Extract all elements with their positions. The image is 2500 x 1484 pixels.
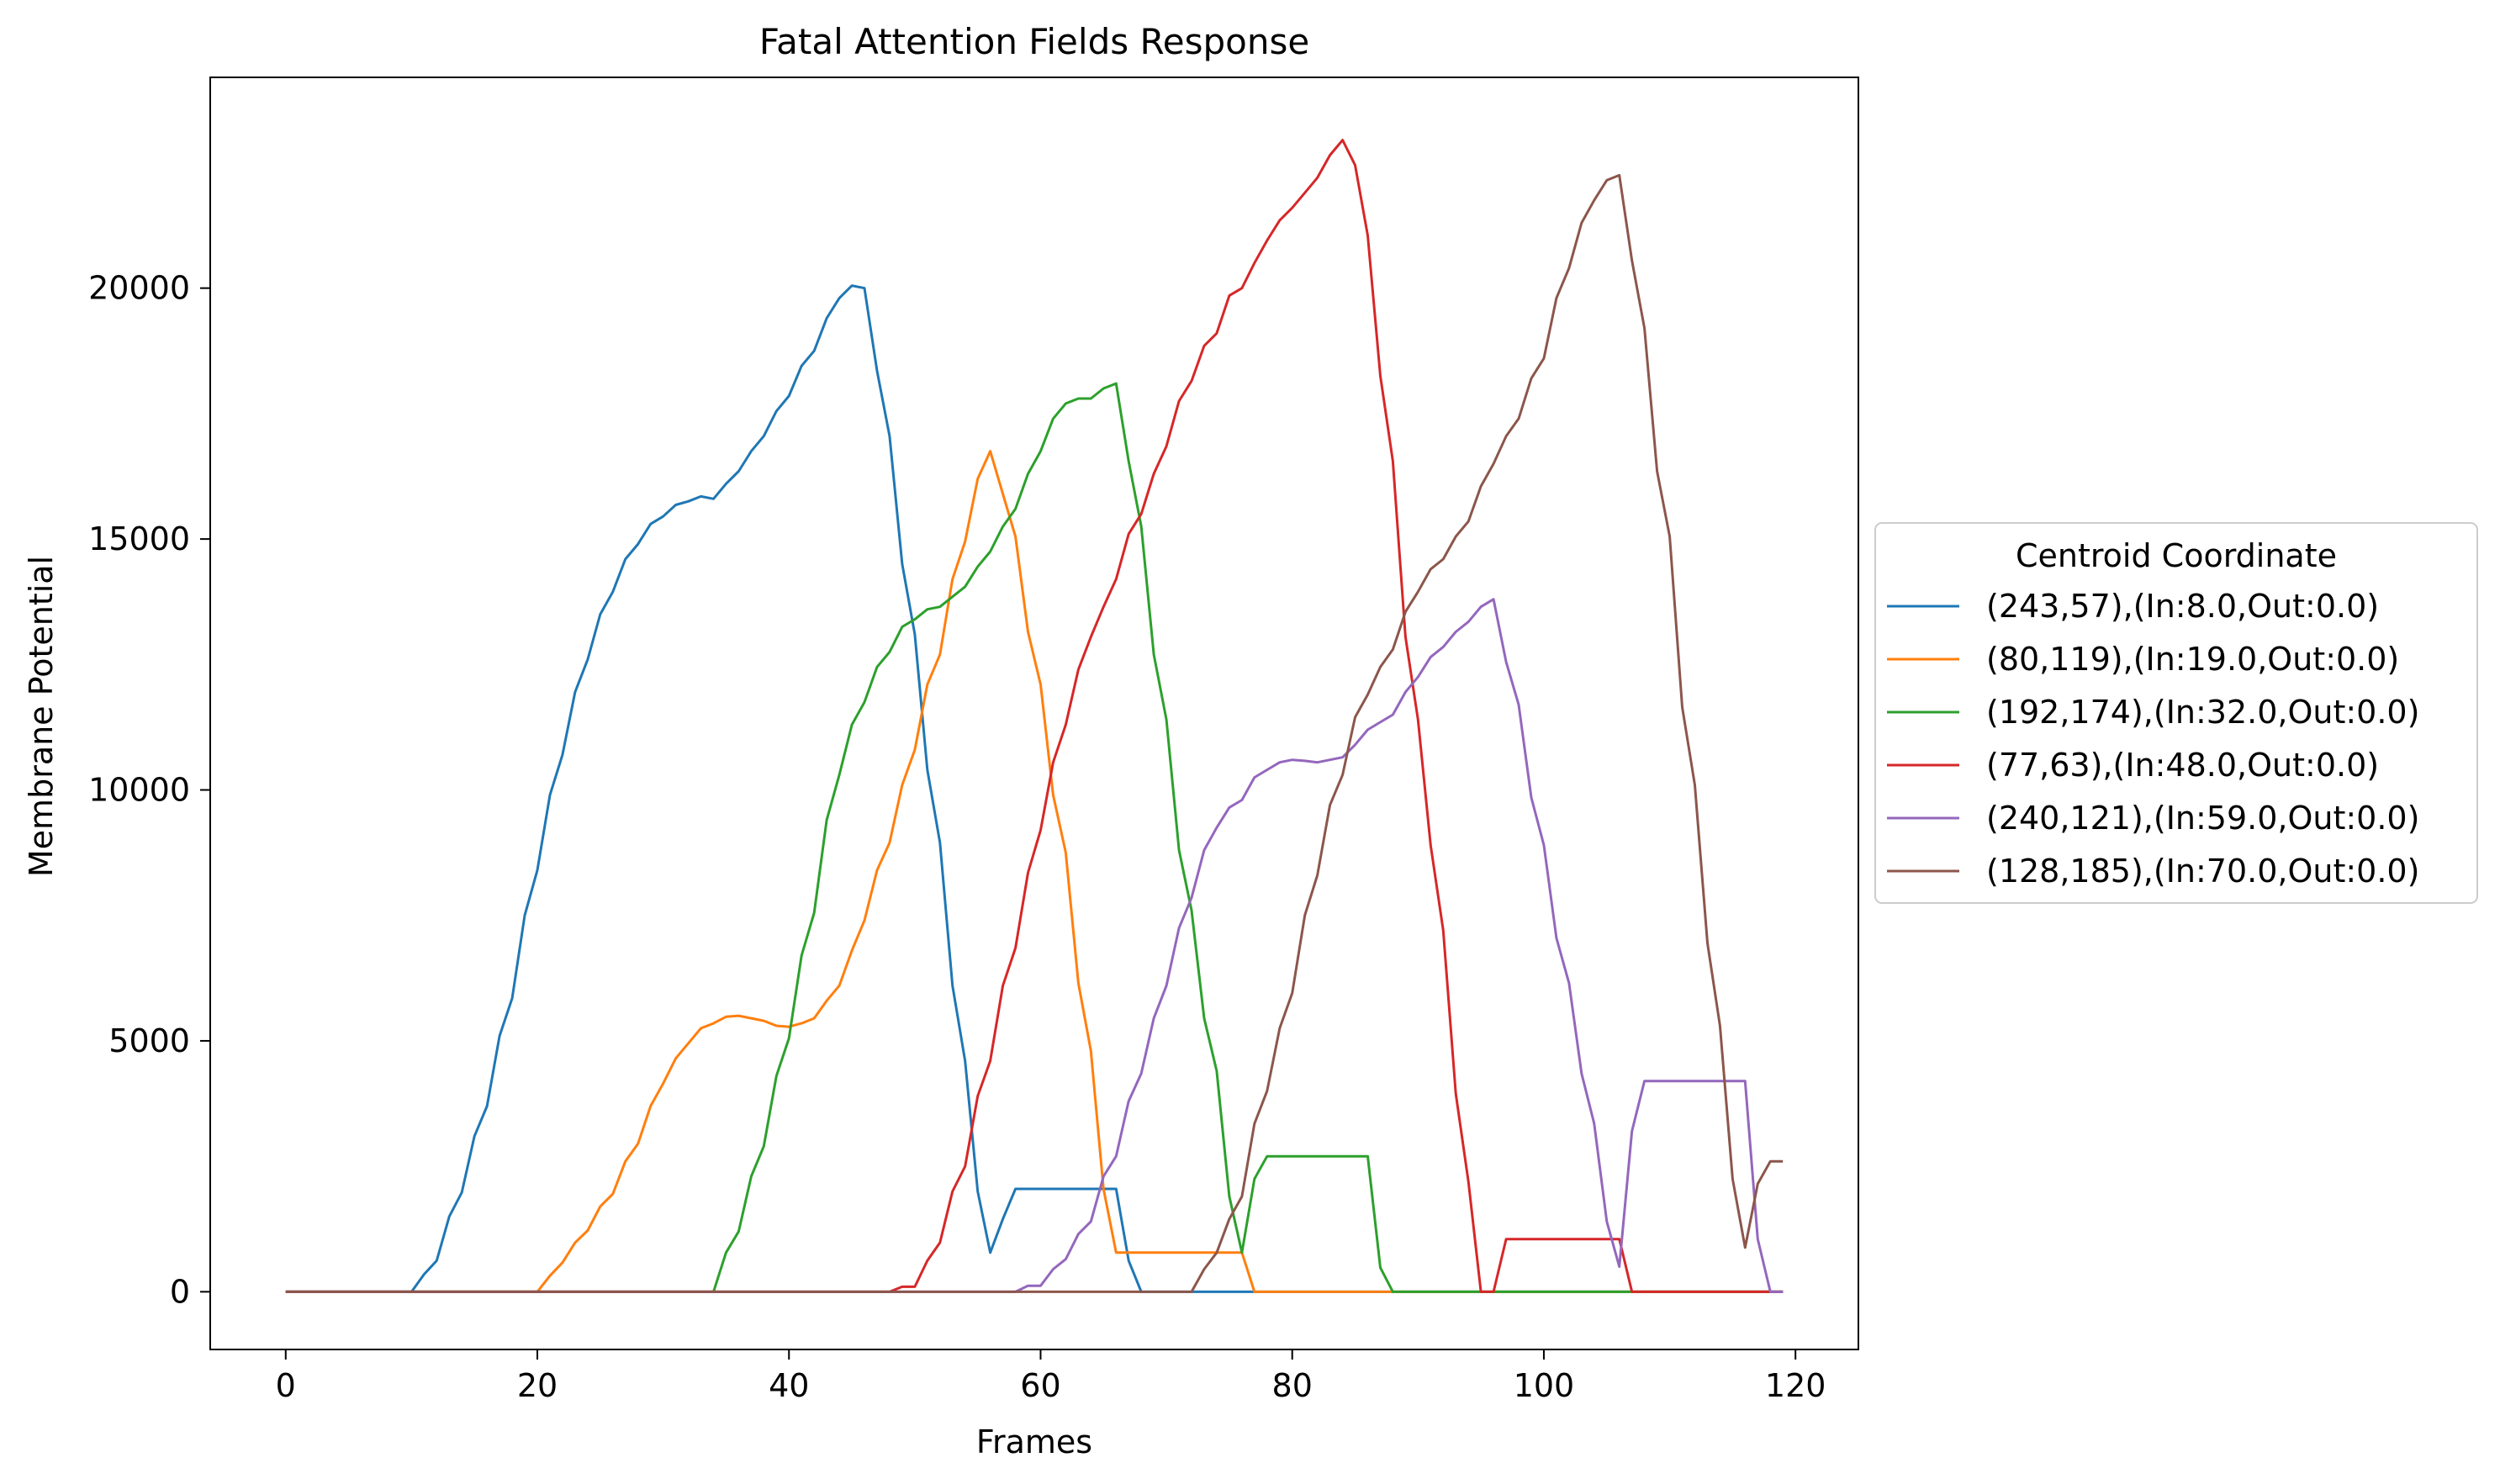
x-axis: 0 20 40 60 80 100 120 — [276, 1349, 1826, 1404]
legend-label: (192,174),(In:32.0,Out:0.0) — [1986, 694, 2419, 731]
x-axis-label: Frames — [976, 1423, 1092, 1460]
y-tick-label: 15000 — [88, 520, 190, 557]
series-line-3 — [285, 382, 1784, 1293]
chart-title: Fatal Attention Fields Response — [759, 21, 1309, 62]
series-line-4 — [285, 139, 1784, 1293]
y-tick-label: 10000 — [88, 772, 190, 809]
y-axis-label: Membrane Potential — [23, 556, 60, 877]
legend-label: (80,119),(In:19.0,Out:0.0) — [1986, 641, 2399, 678]
x-tick-label: 0 — [276, 1367, 296, 1404]
series-lines — [285, 139, 1784, 1293]
legend-label: (77,63),(In:48.0,Out:0.0) — [1986, 747, 2379, 784]
series-line-2 — [285, 450, 1784, 1293]
x-tick-label: 60 — [1020, 1367, 1060, 1404]
legend-label: (128,185),(In:70.0,Out:0.0) — [1986, 853, 2419, 890]
y-tick-label: 20000 — [88, 270, 190, 307]
x-tick-label: 40 — [769, 1367, 809, 1404]
series-line-1 — [285, 284, 1784, 1293]
legend-label: (243,57),(In:8.0,Out:0.0) — [1986, 588, 2379, 625]
legend-box — [1874, 522, 2478, 904]
y-tick-label: 5000 — [108, 1022, 190, 1059]
x-tick-label: 80 — [1272, 1367, 1313, 1404]
legend-title: Centroid Coordinate — [2016, 537, 2337, 574]
y-tick-label: 0 — [170, 1273, 190, 1310]
legend: Centroid Coordinate (243,57),(In:8.0,Out… — [1874, 522, 2478, 904]
y-axis: 0 5000 10000 15000 20000 — [88, 270, 210, 1310]
x-tick-label: 100 — [1514, 1367, 1575, 1404]
x-tick-label: 120 — [1765, 1367, 1826, 1404]
series-line-6 — [285, 173, 1784, 1293]
legend-label: (240,121),(In:59.0,Out:0.0) — [1986, 800, 2419, 837]
plot-frame — [209, 77, 1859, 1350]
x-tick-label: 20 — [517, 1367, 558, 1404]
